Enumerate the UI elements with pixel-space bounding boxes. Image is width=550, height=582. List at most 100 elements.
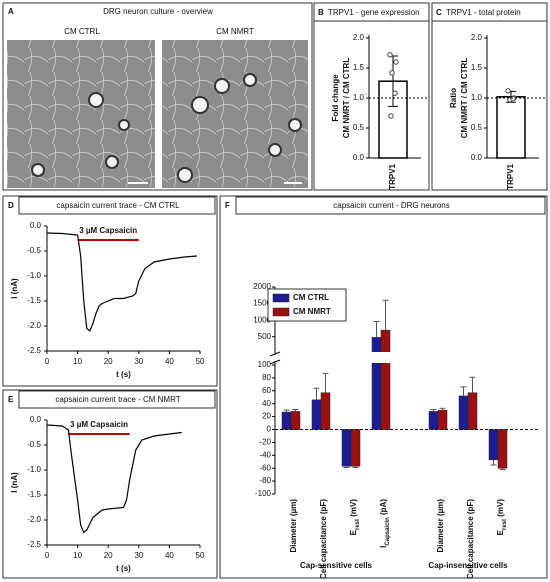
label-part: (mV) xyxy=(496,499,505,519)
y-tick-label: -0.5 xyxy=(27,246,41,255)
panel-frame xyxy=(2,389,218,579)
x-tick-label: TRPV1 xyxy=(506,163,515,189)
y-tick-label: -2.5 xyxy=(27,346,41,355)
label-part: E xyxy=(349,529,358,535)
error-bar xyxy=(469,376,476,393)
bar xyxy=(497,429,508,469)
y-tick-label: 0.5 xyxy=(471,123,483,132)
label-subscript: rest xyxy=(355,519,361,530)
annotation: 3 µM Capsaicin xyxy=(70,420,128,429)
error-bar xyxy=(322,372,329,393)
x-tick-label: 30 xyxy=(134,357,143,366)
bar xyxy=(467,392,478,430)
y-tick-label: -80 xyxy=(259,476,271,485)
label-subscript: Capsaicin xyxy=(385,517,391,546)
x-tick-label: Erest (mV) xyxy=(496,499,507,536)
bar xyxy=(311,399,322,430)
y-tick-label: 0.0 xyxy=(471,153,483,162)
y-tick-label: 40 xyxy=(262,399,271,408)
y-tick-label: 1.5 xyxy=(353,63,365,72)
y-axis-label: CM NMRT / CM CTRL xyxy=(342,58,351,139)
bar xyxy=(320,392,331,430)
data-point xyxy=(387,52,393,58)
image-label: CM CTRL xyxy=(64,27,100,36)
panel-frame xyxy=(219,195,548,579)
panel-letter: B xyxy=(318,8,324,17)
error-bar xyxy=(292,409,299,412)
y-tick-label: -40 xyxy=(259,450,271,459)
data-point xyxy=(393,59,399,65)
bar xyxy=(380,329,391,430)
y-axis-label: Ratio xyxy=(449,88,458,108)
legend-swatch xyxy=(272,307,290,317)
panel-title: TRPV1 - total protein xyxy=(446,8,521,17)
error-bar xyxy=(460,386,467,396)
y-tick-label: 80 xyxy=(262,373,271,382)
x-tick-label: 50 xyxy=(196,357,205,366)
x-tick-label: 0 xyxy=(45,357,50,366)
bar xyxy=(290,411,301,430)
legend-label: CM NMRT xyxy=(293,307,331,316)
panel-title: DRG neuron culture - overview xyxy=(103,7,213,16)
legend-swatch xyxy=(272,293,290,303)
label-part: (pA) xyxy=(379,499,388,518)
y-tick-label: -60 xyxy=(259,463,271,472)
error-bar xyxy=(430,409,437,412)
x-axis-label: t (s) xyxy=(116,564,131,573)
y-tick-label: 2000 xyxy=(253,282,271,291)
panel-letter: A xyxy=(8,7,14,16)
panel-title: capsaicin current - DRG neurons xyxy=(333,201,450,210)
x-tick-label: 0 xyxy=(45,551,50,560)
x-tick-label: TRPV1 xyxy=(388,163,397,189)
y-tick-label: 1.0 xyxy=(353,93,365,102)
x-tick-label: 40 xyxy=(165,551,174,560)
y-axis-label: I (nA) xyxy=(10,278,19,299)
y-tick-label: 100 xyxy=(258,360,272,369)
y-tick-label: 0.0 xyxy=(30,221,42,230)
header-box xyxy=(18,196,216,215)
error-bar xyxy=(283,409,290,413)
data-point xyxy=(388,113,394,119)
label-part: (mV) xyxy=(349,499,358,519)
bar xyxy=(428,411,439,430)
panel-title: TRPV1 - gene expression xyxy=(328,8,420,17)
y-tick-label: 0 xyxy=(267,425,272,434)
x-tick-label: 50 xyxy=(196,551,205,560)
y-tick-label: 500 xyxy=(258,332,272,341)
y-tick-label: 0.0 xyxy=(30,415,42,424)
x-tick-label: Diameter (µm) xyxy=(289,499,298,553)
error-bar xyxy=(382,299,389,331)
y-tick-label: -1.0 xyxy=(27,465,41,474)
y-tick-label: 0.5 xyxy=(353,123,365,132)
y-axis-label: CM NMRT / CM CTRL xyxy=(460,58,469,139)
y-tick-label: 2.0 xyxy=(471,33,483,42)
error-bar xyxy=(343,466,350,469)
image-label: CM NMRT xyxy=(216,27,254,36)
y-tick-label: 1000 xyxy=(253,315,271,324)
panel-letter: C xyxy=(436,8,442,17)
bar xyxy=(496,96,526,159)
y-tick-label: -20 xyxy=(259,438,271,447)
data-point xyxy=(392,90,398,96)
annotation: 3 µM Capsaicin xyxy=(79,226,137,235)
group-label: Cap-insensitive cells xyxy=(428,561,508,570)
trace xyxy=(46,424,182,534)
y-tick-label: 20 xyxy=(262,412,271,421)
y-tick-label: 1.5 xyxy=(471,63,483,72)
cell-bodies xyxy=(31,73,302,183)
panel-title: capsaicin current trace - CM CTRL xyxy=(56,201,180,210)
y-tick-label: -100 xyxy=(255,489,272,498)
y-tick-label: -2.0 xyxy=(27,321,41,330)
y-axis-label: Fold change xyxy=(331,74,340,122)
x-axis-label: t (s) xyxy=(116,370,131,379)
error-bar xyxy=(373,320,380,338)
axis-break xyxy=(273,352,542,363)
y-tick-label: 2.0 xyxy=(353,33,365,42)
y-axis-label: I (nA) xyxy=(10,472,19,493)
y-tick-label: 1.0 xyxy=(471,93,483,102)
header-box xyxy=(18,390,216,409)
x-tick-label: 10 xyxy=(73,357,82,366)
panel-frame xyxy=(2,2,313,191)
bar xyxy=(371,337,382,430)
header-box xyxy=(313,2,430,22)
